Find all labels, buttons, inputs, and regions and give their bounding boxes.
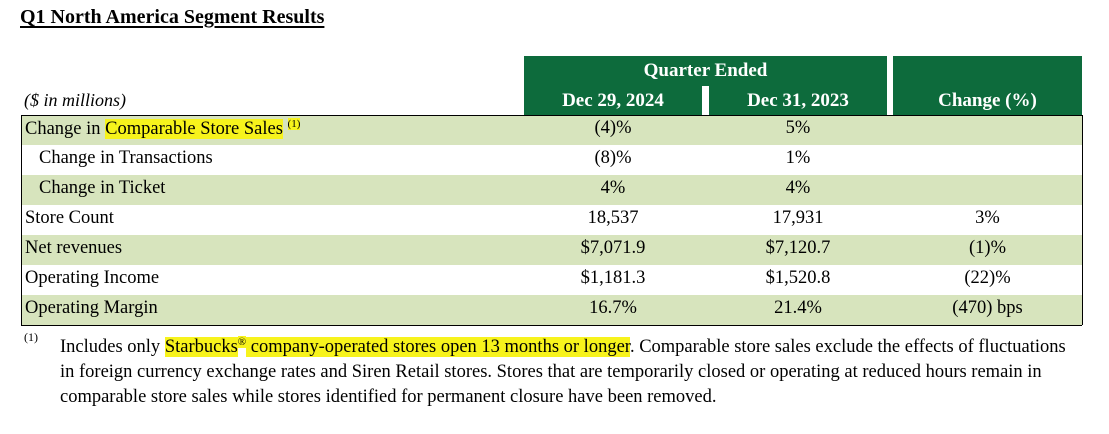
- table-border-top: [21, 115, 1082, 116]
- cell-value: 17,931: [772, 208, 824, 228]
- row-label: Store Count: [25, 208, 114, 228]
- cell-value: 4%: [600, 178, 626, 198]
- table-row: Change in Transactions (8)% 1%: [21, 145, 1082, 175]
- footnote-text: Includes only Starbucks® company-operate…: [60, 336, 1066, 407]
- cell-value: 4%: [785, 178, 811, 198]
- cell-value: (4)%: [594, 118, 632, 138]
- cell-value: (22)%: [964, 268, 1011, 288]
- table-row: Operating Margin 16.7% 21.4% (470) bps: [21, 295, 1082, 325]
- cell-value: 16.7%: [589, 298, 637, 318]
- table-row: Operating Income $1,181.3 $1,520.8 (22)%: [21, 265, 1082, 295]
- cell-value: (470) bps: [952, 298, 1023, 318]
- cell-value: 5%: [785, 118, 811, 138]
- highlighted-text: company-operated stores open 13 months o…: [246, 337, 630, 357]
- table-row: Change in Ticket 4% 4%: [21, 175, 1082, 205]
- row-label: Change in Comparable Store Sales (1): [25, 118, 301, 139]
- footnote-ref: (1): [287, 118, 301, 130]
- cell-value: (8)%: [594, 148, 632, 168]
- cell-value: $7,071.9: [580, 238, 646, 258]
- row-label: Operating Income: [25, 268, 160, 288]
- header-col-dec-2023: Dec 31, 2023: [709, 86, 887, 115]
- header-col-change: Change (%): [893, 56, 1082, 115]
- registered-mark: ®: [237, 336, 247, 348]
- highlighted-text: Starbucks: [164, 337, 238, 357]
- cell-value: 18,537: [587, 208, 639, 228]
- header-col-dec-2024: Dec 29, 2024: [524, 86, 702, 115]
- row-label: Change in Transactions: [39, 148, 213, 168]
- cell-value: $7,120.7: [765, 238, 831, 258]
- footnote-marker: (1): [24, 330, 38, 344]
- highlighted-text: Comparable Store Sales: [105, 119, 283, 139]
- units-label: ($ in millions): [24, 90, 126, 110]
- row-label: Change in Ticket: [39, 178, 166, 198]
- table-border-right: [1082, 115, 1083, 325]
- page-title: Q1 North America Segment Results: [20, 6, 325, 28]
- cell-value: 21.4%: [774, 298, 822, 318]
- cell-value: $1,520.8: [765, 268, 831, 288]
- table-row: Change in Comparable Store Sales (1) (4)…: [21, 115, 1082, 145]
- cell-value: $1,181.3: [580, 268, 646, 288]
- table-border-left: [21, 115, 22, 325]
- table-border-bottom: [21, 325, 1082, 326]
- table-row: Net revenues $7,071.9 $7,120.7 (1)%: [21, 235, 1082, 265]
- cell-value: 3%: [975, 208, 1000, 228]
- header-quarter-ended: Quarter Ended: [524, 56, 887, 86]
- row-label: Net revenues: [25, 238, 123, 258]
- row-label: Operating Margin: [25, 298, 158, 318]
- cell-value: (1)%: [969, 238, 1006, 258]
- cell-value: 1%: [785, 148, 811, 168]
- table-row: Store Count 18,537 17,931 3%: [21, 205, 1082, 235]
